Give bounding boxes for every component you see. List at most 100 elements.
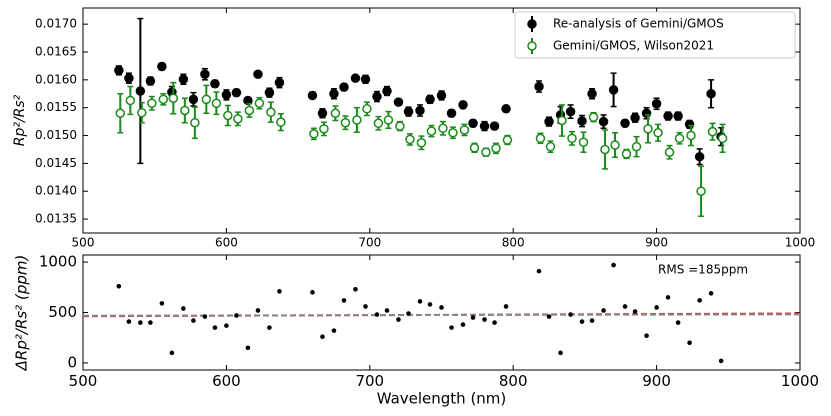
data-point	[384, 308, 390, 313]
data-point	[458, 100, 468, 110]
data-point	[694, 151, 705, 162]
data-point	[427, 302, 433, 307]
data-point	[341, 298, 347, 303]
data-point	[274, 77, 285, 88]
y-tick-label: 0.0170	[35, 17, 77, 31]
data-point	[621, 149, 632, 159]
data-point	[169, 350, 175, 356]
data-point	[147, 98, 157, 108]
data-point	[502, 135, 513, 145]
x-tick-label: 800	[502, 236, 525, 250]
x-tick-label: 700	[355, 372, 384, 390]
data-point	[353, 286, 358, 292]
data-point	[489, 121, 500, 131]
data-point	[651, 99, 662, 109]
data-point	[373, 118, 384, 129]
data-point	[223, 110, 233, 121]
legend-label: Gemini/GMOS, Wilson2021	[553, 39, 714, 53]
legend-box	[514, 11, 796, 59]
data-point	[567, 133, 577, 144]
data-point	[317, 108, 328, 119]
data-point	[393, 97, 404, 107]
data-point	[180, 105, 190, 116]
data-point	[439, 305, 444, 310]
y-tick-label: 0.0140	[35, 184, 77, 198]
data-point	[221, 90, 232, 100]
data-point	[320, 334, 325, 340]
annotation: RMS =185ppm	[658, 263, 748, 277]
data-point	[231, 87, 242, 98]
x-tick-label: 500	[69, 372, 98, 390]
data-point	[579, 319, 585, 324]
data-point	[319, 124, 329, 134]
data-point	[158, 94, 169, 105]
data-point	[331, 328, 337, 333]
data-point	[610, 140, 620, 150]
data-point	[374, 312, 380, 317]
data-point	[706, 89, 716, 99]
data-point	[686, 130, 696, 141]
data-point	[277, 289, 282, 294]
y-tick-label: 0	[67, 353, 77, 371]
data-point	[191, 318, 196, 323]
data-point	[363, 304, 368, 309]
data-point	[631, 141, 642, 152]
data-point	[558, 350, 563, 356]
data-point	[405, 134, 415, 145]
y-tick-label: 0.0155	[35, 100, 77, 114]
fit-line	[82, 312, 801, 318]
y-tick-label: 1000	[39, 253, 77, 271]
y-tick-label: 0.0145	[35, 156, 77, 170]
data-point	[578, 137, 589, 147]
data-point	[200, 69, 210, 80]
data-point	[535, 133, 546, 144]
fit-line	[82, 313, 801, 317]
data-point	[266, 107, 276, 117]
data-point	[383, 115, 394, 125]
data-point	[124, 73, 134, 83]
data-point	[501, 104, 511, 114]
data-point	[254, 98, 265, 108]
data-point	[503, 304, 509, 309]
data-point	[438, 123, 448, 134]
x-tick-label: 1000	[781, 372, 819, 390]
legend-marker	[527, 19, 537, 29]
data-point	[350, 73, 361, 83]
x-tick-label: 900	[645, 236, 668, 250]
y-tick-label: 0.0135	[35, 212, 77, 226]
data-point	[181, 306, 186, 311]
data-point	[188, 94, 199, 105]
data-point	[307, 90, 318, 101]
y-axis-label: ΔRp²/Rs² (ppm)	[13, 255, 31, 372]
data-point	[190, 117, 200, 128]
data-point	[138, 320, 143, 325]
data-point	[255, 308, 261, 313]
data-point	[641, 108, 652, 119]
data-point	[611, 262, 616, 268]
data-point	[708, 291, 714, 296]
data-point	[245, 345, 251, 351]
data-point	[310, 290, 315, 295]
data-point	[622, 304, 628, 309]
data-point	[406, 311, 411, 316]
data-point	[600, 144, 610, 155]
data-point	[598, 116, 609, 127]
data-point	[684, 119, 695, 130]
data-point	[717, 133, 728, 144]
data-point	[687, 340, 692, 346]
legend-marker	[527, 41, 537, 51]
x-tick-label: 700	[358, 236, 381, 250]
data-point	[545, 141, 556, 152]
data-point	[546, 314, 552, 319]
data-point	[329, 89, 339, 99]
data-point	[608, 85, 619, 95]
y-tick-label: 0.0160	[35, 72, 77, 86]
data-point	[644, 333, 649, 339]
data-point	[212, 325, 218, 330]
data-point	[417, 299, 423, 304]
data-point	[468, 118, 478, 129]
data-point	[654, 305, 659, 310]
data-point	[620, 118, 630, 129]
data-point	[360, 74, 371, 85]
